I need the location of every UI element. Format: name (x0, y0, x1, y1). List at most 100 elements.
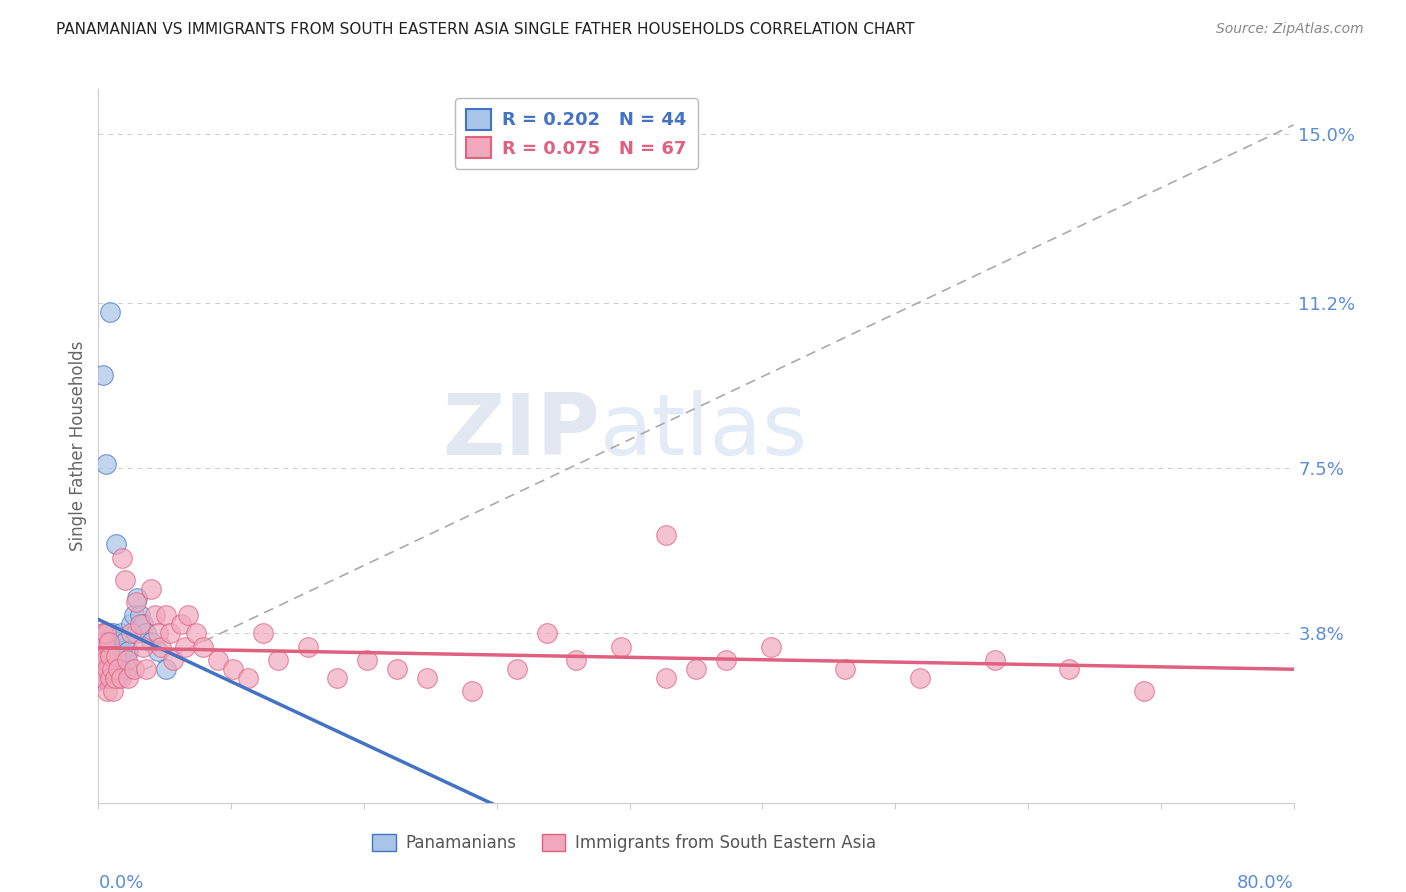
Point (91, 671, 114, 685)
Point (174, 640, 197, 654)
Point (105, 653, 128, 667)
Point (984, 653, 1007, 667)
Point (94, 653, 117, 667)
Point (416, 671, 439, 685)
Point (252, 626, 274, 640)
Point (834, 662, 856, 676)
Point (104, 671, 127, 685)
Point (108, 635, 131, 649)
Point (97, 662, 120, 676)
Point (125, 595, 148, 609)
Point (184, 626, 207, 640)
Point (129, 617, 152, 632)
Point (115, 653, 138, 667)
Point (112, 653, 135, 667)
Point (98, 671, 122, 685)
Point (93, 662, 115, 676)
Point (91, 635, 114, 649)
Point (114, 573, 136, 587)
Point (759, 640, 782, 654)
Text: PANAMANIAN VS IMMIGRANTS FROM SOUTH EASTERN ASIA SINGLE FATHER HOUSEHOLDS CORREL: PANAMANIAN VS IMMIGRANTS FROM SOUTH EAST… (56, 22, 915, 37)
Point (91, 662, 114, 676)
Point (148, 626, 170, 640)
Point (103, 626, 125, 640)
Point (127, 591, 149, 605)
Point (148, 644, 170, 658)
Point (111, 644, 134, 658)
Point (98, 640, 122, 654)
Point (125, 626, 148, 640)
Point (124, 662, 146, 676)
Point (132, 617, 155, 632)
Point (536, 626, 558, 640)
Point (110, 662, 132, 676)
Point (98, 671, 122, 685)
Point (135, 626, 157, 640)
Point (120, 626, 142, 640)
Point (461, 684, 484, 698)
Point (94, 671, 117, 685)
Point (129, 608, 152, 623)
Legend: Panamanians, Immigrants from South Eastern Asia: Panamanians, Immigrants from South Easte… (366, 827, 883, 859)
Point (297, 640, 319, 654)
Text: 80.0%: 80.0% (1237, 874, 1294, 892)
Point (117, 671, 139, 685)
Point (94, 626, 117, 640)
Point (93, 671, 115, 685)
Point (267, 653, 290, 667)
Point (132, 640, 155, 654)
Point (107, 662, 129, 676)
Point (96, 653, 118, 667)
Point (506, 662, 529, 676)
Point (91, 653, 114, 667)
Point (908, 671, 931, 685)
Point (107, 671, 129, 685)
Point (222, 662, 245, 676)
Point (90, 671, 112, 685)
Point (191, 640, 214, 654)
Point (89, 648, 111, 663)
Point (150, 640, 173, 654)
Point (89, 648, 111, 663)
Point (90, 662, 112, 676)
Point (110, 626, 132, 640)
Point (655, 671, 678, 685)
Point (101, 662, 124, 676)
Point (94, 457, 117, 471)
Point (91, 368, 114, 382)
Point (565, 653, 588, 667)
Point (103, 684, 125, 698)
Point (1133, 684, 1156, 698)
Point (115, 662, 138, 676)
Point (104, 644, 127, 658)
Point (101, 653, 124, 667)
Point (117, 644, 139, 658)
Point (110, 671, 132, 685)
Point (139, 635, 162, 649)
Point (90, 640, 112, 654)
Point (155, 608, 177, 623)
Point (114, 635, 136, 649)
Point (91, 626, 114, 640)
Point (655, 528, 678, 542)
Text: atlas: atlas (600, 390, 808, 474)
Point (326, 671, 349, 685)
Point (135, 662, 157, 676)
Text: ZIP: ZIP (443, 390, 600, 474)
Point (93, 635, 115, 649)
Point (155, 662, 177, 676)
Point (98, 648, 122, 663)
Point (685, 662, 707, 676)
Point (385, 662, 409, 676)
Point (103, 662, 125, 676)
Point (98, 305, 122, 319)
Point (207, 653, 229, 667)
Point (94, 644, 117, 658)
Point (714, 653, 737, 667)
Point (120, 617, 142, 632)
Point (610, 640, 633, 654)
Point (93, 626, 115, 640)
Point (143, 608, 166, 623)
Point (236, 671, 259, 685)
Point (105, 648, 128, 663)
